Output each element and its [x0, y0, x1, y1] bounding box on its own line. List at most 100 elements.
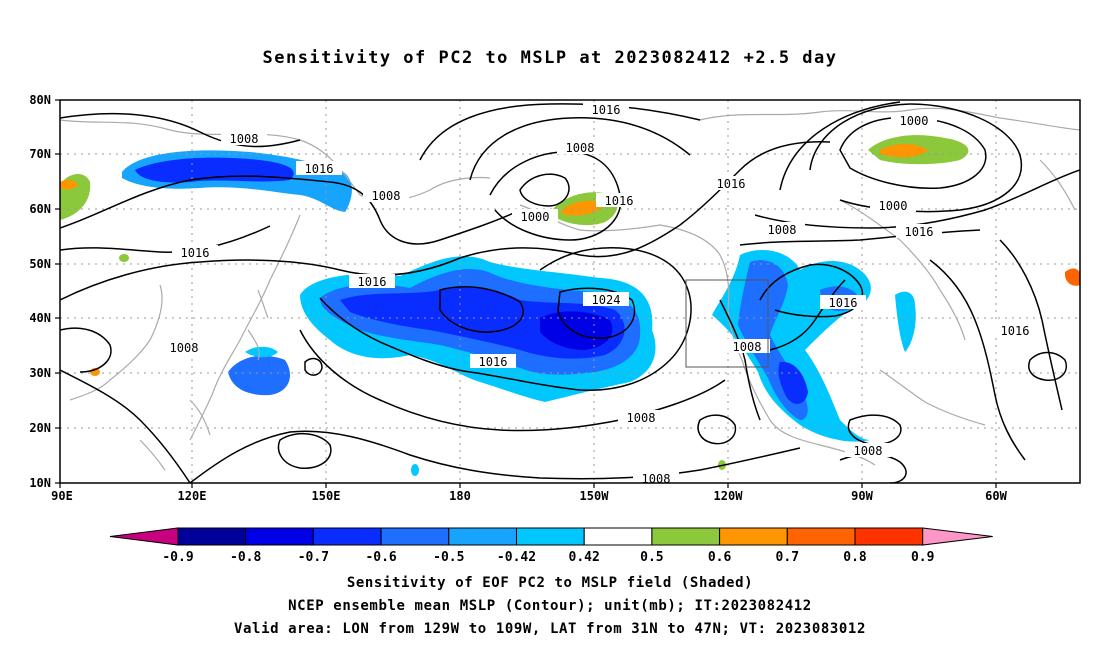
lat-label: 10N [29, 476, 51, 490]
lon-label: 120E [178, 489, 207, 503]
svg-text:1008: 1008 [733, 340, 762, 354]
lat-labels: 80N 70N 60N 50N 40N 30N 20N 10N [29, 93, 51, 490]
colorbar-arrow-low [109, 527, 179, 546]
contour-label: 1016 [470, 354, 516, 369]
footer-line-3: Valid area: LON from 129W to 109W, LAT f… [233, 621, 866, 637]
colorbar-label: 0.9 [911, 550, 934, 565]
contour-label: 1016 [596, 193, 642, 208]
contour-label: 1016 [296, 161, 342, 176]
svg-text:1016: 1016 [1001, 324, 1030, 338]
contour-label: 1008 [759, 222, 805, 237]
svg-text:1016: 1016 [358, 275, 387, 289]
lat-label: 30N [29, 366, 51, 380]
svg-text:1016: 1016 [592, 103, 621, 117]
colorbar-label: 0.8 [843, 550, 867, 565]
colorbar-box [651, 527, 721, 546]
contour-label: 1016 [349, 274, 395, 289]
svg-text:1008: 1008 [768, 223, 797, 237]
lat-label: 60N [29, 202, 51, 216]
colorbar-label: 0.42 [569, 550, 600, 565]
colorbar-box [516, 527, 585, 546]
svg-text:1016: 1016 [905, 225, 934, 239]
colorbar-box [177, 527, 247, 546]
shade-wpac [228, 355, 290, 396]
contour-label: 1008 [724, 339, 770, 354]
lon-labels: 90E 120E 150E 180 150W 120W 90W 60W [51, 489, 1007, 503]
svg-text:1000: 1000 [521, 210, 550, 224]
contour-label: 1008 [557, 140, 603, 155]
svg-text:1016: 1016 [829, 296, 858, 310]
colorbar: -0.9 -0.8 -0.7 -0.6 -0.5 -0.42 0.42 0.5 0.6 0.7 0.… [109, 527, 993, 565]
colorbar-label: 0.5 [640, 550, 663, 565]
contour-label: 1008 [161, 340, 207, 355]
contour-label: 1024 [583, 292, 629, 307]
shade-small-blue-1 [411, 464, 419, 476]
footer-line-1: Sensitivity of EOF PC2 to MSLP field (Sh… [346, 575, 754, 591]
shade-wpac2 [245, 346, 278, 358]
colorbar-box [583, 527, 653, 546]
svg-text:1008: 1008 [566, 141, 595, 155]
colorbar-label: -0.6 [365, 550, 396, 565]
contour-label: 1016 [708, 176, 754, 191]
footer-line-2: NCEP ensemble mean MSLP (Contour); unit(… [288, 598, 812, 614]
svg-text:1016: 1016 [605, 194, 634, 208]
map-title: Sensitivity of PC2 to MSLP at 2023082412… [262, 48, 838, 68]
svg-text:1000: 1000 [879, 199, 908, 213]
colorbar-box [719, 527, 788, 546]
lon-label: 150W [580, 489, 610, 503]
svg-text:1024: 1024 [592, 293, 621, 307]
svg-text:1008: 1008 [627, 411, 656, 425]
svg-text:1008: 1008 [854, 444, 883, 458]
colorbar-box [786, 527, 856, 546]
lat-label: 40N [29, 311, 51, 325]
shade-pacific-deep [540, 311, 613, 350]
contour-labels: 1016 1008 1008 1016 1000 1016 1000 1008 … [161, 102, 1038, 486]
contour-label: 1016 [583, 102, 629, 117]
lon-label: 180 [449, 489, 471, 503]
colorbar-label: -0.9 [162, 550, 193, 565]
mslp-contours [60, 101, 1080, 483]
svg-text:1000: 1000 [900, 114, 929, 128]
colorbar-box [448, 527, 517, 546]
svg-text:1016: 1016 [479, 355, 508, 369]
shade-na-east2 [895, 291, 916, 352]
contour-label: 1008 [363, 188, 409, 203]
lat-label: 70N [29, 147, 51, 161]
svg-text:1016: 1016 [305, 162, 334, 176]
colorbar-label: 0.6 [708, 550, 732, 565]
contour-label: 1016 [992, 323, 1038, 338]
contour-label: 1000 [870, 198, 916, 213]
lon-label: 150E [312, 489, 341, 503]
svg-text:1016: 1016 [717, 177, 746, 191]
svg-text:1008: 1008 [642, 472, 671, 486]
colorbar-label: -0.5 [433, 550, 464, 565]
colorbar-label: -0.42 [497, 550, 536, 565]
colorbar-box [380, 527, 450, 546]
lon-label: 120W [714, 489, 744, 503]
contour-label: 1008 [618, 410, 664, 425]
colorbar-arrow-high [922, 527, 993, 546]
contour-label: 1000 [512, 209, 558, 224]
lat-label: 80N [29, 93, 51, 107]
shade-small-green-1 [119, 254, 129, 262]
tick-marks [55, 99, 997, 488]
contour-label: 1000 [891, 113, 937, 128]
contour-label: 1008 [221, 131, 267, 146]
colorbar-label: 0.7 [776, 550, 799, 565]
lat-label: 50N [29, 257, 51, 271]
contour-label: 1008 [633, 472, 679, 486]
contour-label: 1016 [172, 245, 218, 260]
lon-label: 90W [851, 489, 873, 503]
shade-gulf-alaska-orange [562, 200, 605, 216]
colorbar-box [245, 527, 314, 546]
valid-area-box [685, 279, 769, 368]
colorbar-box [854, 527, 924, 546]
shade-west-orange [60, 179, 78, 190]
contour-label: 1016 [896, 224, 942, 239]
svg-text:1016: 1016 [181, 246, 210, 260]
colorbar-box [312, 527, 382, 546]
svg-text:1008: 1008 [230, 132, 259, 146]
svg-text:1008: 1008 [372, 189, 401, 203]
svg-text:1008: 1008 [170, 341, 199, 355]
